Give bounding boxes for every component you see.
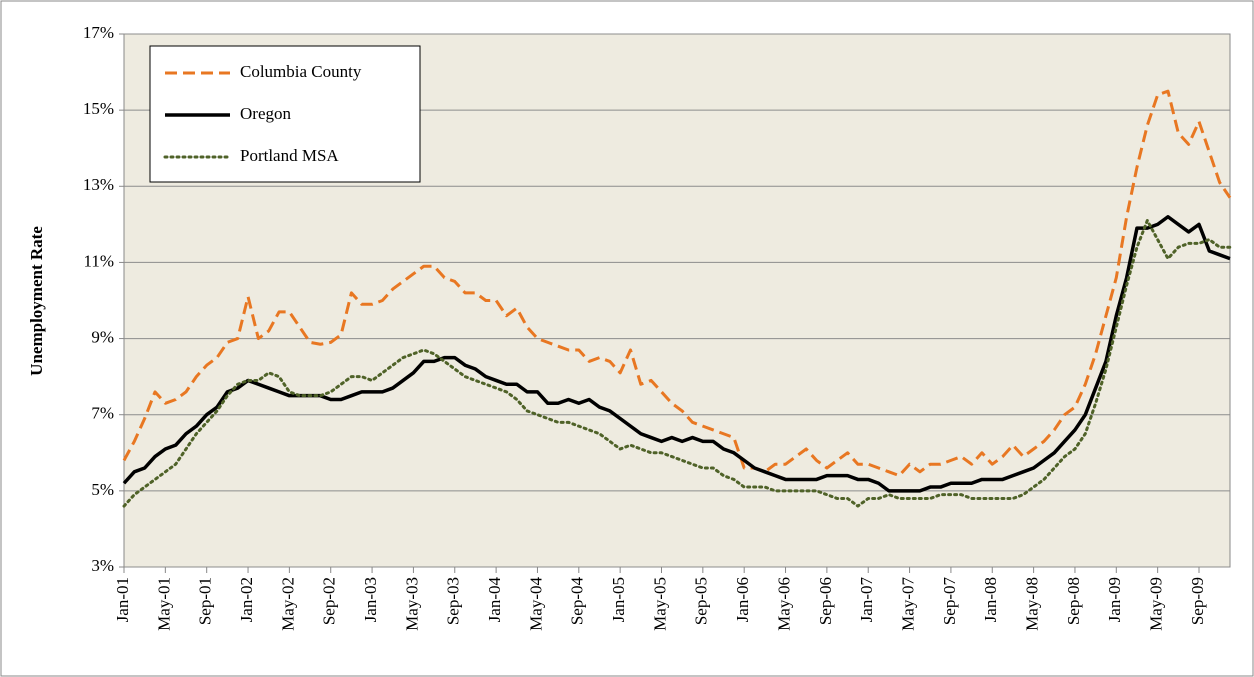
x-tick-label: Sep-08 bbox=[1064, 577, 1083, 625]
x-tick-label: Sep-03 bbox=[444, 577, 463, 625]
x-tick-label: May-08 bbox=[1023, 577, 1042, 631]
x-tick-label: Jan-02 bbox=[237, 577, 256, 622]
x-tick-label: Jan-06 bbox=[733, 577, 752, 622]
y-tick-label: 13% bbox=[83, 175, 114, 194]
x-tick-label: Jan-07 bbox=[857, 577, 876, 623]
x-tick-label: May-03 bbox=[402, 577, 421, 631]
x-tick-label: Sep-05 bbox=[692, 577, 711, 625]
line-series bbox=[122, 89, 1232, 478]
y-tick-label: 7% bbox=[91, 404, 114, 423]
x-tick-label: May-04 bbox=[526, 577, 545, 631]
legend-label: Oregon bbox=[240, 104, 291, 123]
y-tick-label: 3% bbox=[91, 556, 114, 575]
x-tick-label: Sep-07 bbox=[940, 577, 959, 626]
x-tick-label: Sep-04 bbox=[568, 577, 587, 626]
legend-label: Portland MSA bbox=[240, 146, 339, 165]
y-tick-label: 9% bbox=[91, 327, 114, 346]
x-tick-label: May-02 bbox=[278, 577, 297, 631]
x-tick-label: Jan-03 bbox=[361, 577, 380, 622]
y-axis-label: Unemployment Rate bbox=[27, 226, 46, 376]
x-tick-label: Jan-01 bbox=[113, 577, 132, 622]
x-tick-label: Jan-09 bbox=[1105, 577, 1124, 622]
x-tick-label: Jan-05 bbox=[609, 577, 628, 622]
line-series bbox=[122, 219, 1232, 508]
y-tick-label: 17% bbox=[83, 23, 114, 42]
x-tick-label: Sep-01 bbox=[196, 577, 215, 625]
y-tick-label: 11% bbox=[83, 251, 114, 270]
x-tick-label: May-01 bbox=[154, 577, 173, 631]
y-tick-label: 15% bbox=[83, 99, 114, 118]
x-tick-label: May-09 bbox=[1147, 577, 1166, 631]
x-tick-label: Jan-04 bbox=[485, 577, 504, 623]
x-tick-label: May-07 bbox=[898, 577, 917, 631]
x-tick-label: Sep-02 bbox=[320, 577, 339, 625]
y-tick-label: 5% bbox=[91, 480, 114, 499]
x-tick-label: May-06 bbox=[774, 577, 793, 631]
legend-label: Columbia County bbox=[240, 62, 362, 81]
x-tick-label: Sep-09 bbox=[1188, 577, 1207, 625]
x-tick-label: May-05 bbox=[650, 577, 669, 631]
x-tick-label: Sep-06 bbox=[816, 577, 835, 625]
x-tick-label: Jan-08 bbox=[981, 577, 1000, 622]
